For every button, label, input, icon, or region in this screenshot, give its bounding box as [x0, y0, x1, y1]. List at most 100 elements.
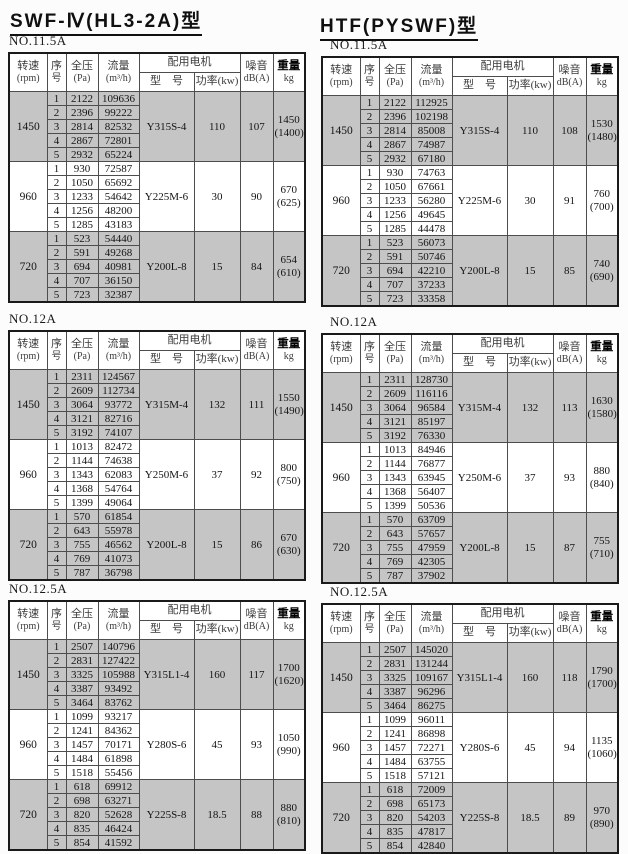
- cell-flow: 49645: [410, 207, 453, 222]
- cell-rpm: 720: [321, 512, 361, 584]
- table-row: 720 1 523 56073 Y200L-8 15 85 740 (690): [321, 235, 619, 307]
- table-header: 转速 (rpm) 序号全压 (Pa) 流量 (m³/h) 配用电机 噪音 dB(A) 重量 kg 型 …: [321, 56, 619, 96]
- table-row: 4 1368 56407: [322, 484, 618, 499]
- cell-pressure: 3121: [65, 411, 99, 426]
- cell-pressure: 854: [378, 838, 412, 854]
- cell-flow: 85197: [410, 414, 453, 429]
- cell-seq: 4: [359, 754, 380, 769]
- cell-weight: 1450 (1400): [272, 91, 306, 162]
- cell-pressure: 2609: [378, 386, 412, 401]
- cell-pressure: 1343: [65, 467, 99, 482]
- cell-pressure: 2311: [65, 369, 99, 384]
- cell-motor-model: Y315L1-4: [138, 639, 195, 710]
- cell-noise: 91: [552, 165, 587, 236]
- cell-pressure: 570: [65, 509, 99, 524]
- cell-seq: 5: [359, 221, 380, 236]
- col-header-pressure-line1: 全压: [384, 610, 406, 623]
- weight-main: 1450: [277, 113, 300, 126]
- cell-pressure: 2867: [378, 137, 412, 152]
- cell-seq: 4: [359, 277, 380, 292]
- col-header-motor-group: 配用电机: [138, 330, 241, 351]
- cell-pressure: 1484: [378, 754, 412, 769]
- cell-pressure: 3325: [65, 667, 99, 682]
- col-header-weight-line1: 重量: [277, 337, 301, 350]
- cell-pressure: 3064: [378, 400, 412, 415]
- table-row: 3 3064 93772: [9, 397, 305, 412]
- cell-noise: 113: [552, 372, 587, 443]
- cell-weight: 1530 (1480): [585, 95, 619, 166]
- cell-flow: 131244: [410, 656, 453, 671]
- cell-pressure: 2831: [65, 653, 99, 668]
- col-header-flow-line2: (m³/h): [105, 73, 132, 85]
- col-header-seq-line2: 号: [364, 624, 375, 636]
- col-header-pressure-line1: 全压: [71, 607, 93, 620]
- table-row: 3 1233 56280: [322, 193, 618, 208]
- cell-seq: 5: [46, 695, 67, 710]
- col-header-speed-line1: 转速: [17, 59, 40, 72]
- cell-seq: 3: [46, 667, 67, 682]
- cell-seq: 5: [46, 765, 67, 780]
- cell-motor-model: Y315L1-4: [451, 642, 508, 713]
- table-block-right-11-5a: NO.11.5A 转速 (rpm) 序号全压 (Pa) 流量 (m³/h) 配用电机 噪音 dB(…: [321, 37, 621, 307]
- cell-seq: 2: [359, 656, 380, 671]
- col-header-speed-line2: (rpm): [16, 73, 40, 85]
- col-header-noise: 噪音 dB(A): [552, 56, 587, 96]
- table-row: 5 787 37902: [322, 568, 618, 584]
- col-header-seq: 序号: [46, 330, 67, 370]
- cell-rpm: 1450: [8, 639, 48, 710]
- table-row: 960 1 930 74763 Y225M-6 30 91 760 (700): [321, 165, 619, 236]
- col-header-flow: 流量 (m³/h): [97, 52, 140, 92]
- cell-pressure: 523: [378, 235, 412, 250]
- cell-noise: 87: [552, 512, 587, 584]
- table-block-left-12a: NO.12A 转速 (rpm) 序号全压 (Pa) 流量 (m³/h) 配用电机 噪音 dB(A)…: [8, 311, 308, 581]
- col-header-model: 型 号: [451, 623, 508, 643]
- cell-motor-model: Y225S-8: [138, 779, 195, 851]
- cell-pressure: 1285: [378, 221, 412, 236]
- col-header-flow: 流量 (m³/h): [97, 600, 140, 640]
- table-row: 2 643 55978: [9, 523, 305, 538]
- cell-seq: 4: [46, 481, 67, 496]
- cell-noise: 94: [552, 712, 587, 783]
- cell-flow: 74107: [97, 425, 140, 440]
- cell-flow: 36798: [97, 565, 140, 581]
- cell-motor-power: 15: [506, 512, 554, 584]
- cell-pressure: 618: [378, 782, 412, 797]
- col-header-speed-line1: 转速: [330, 610, 353, 623]
- cell-flow: 40981: [97, 259, 140, 274]
- cell-flow: 124567: [97, 369, 140, 384]
- table-row: 1450 1 2122 109636 Y315S-4 110 107 1450 (1400): [8, 91, 306, 162]
- cell-pressure: 1233: [378, 193, 412, 208]
- col-header-pressure-line2: (Pa): [386, 77, 404, 89]
- cell-motor-model: Y200L-8: [138, 509, 195, 581]
- cell-flow: 65224: [97, 147, 140, 162]
- cell-pressure: 3464: [378, 698, 412, 713]
- cell-motor-power: 15: [193, 509, 241, 581]
- col-header-noise: 噪音 dB(A): [239, 330, 274, 370]
- cell-flow: 70171: [97, 737, 140, 752]
- cell-rpm: 960: [8, 709, 48, 780]
- col-header-weight-line2: kg: [283, 73, 294, 85]
- cell-seq: 3: [359, 810, 380, 825]
- cell-flow: 128730: [410, 372, 453, 387]
- cell-flow: 74638: [97, 453, 140, 468]
- table-row: 4 3121 82716: [9, 411, 305, 426]
- cell-pressure: 643: [378, 526, 412, 541]
- table-row: 720 1 570 63709 Y200L-8 15 87 755 (710): [321, 512, 619, 584]
- cell-rpm: 1450: [321, 642, 361, 713]
- table-row: 3 694 42210: [322, 263, 618, 278]
- weight-main: 760: [593, 187, 611, 200]
- col-header-noise: 噪音 dB(A): [239, 600, 274, 640]
- cell-pressure: 1013: [65, 439, 99, 454]
- cell-pressure: 835: [65, 821, 99, 836]
- cell-rpm: 720: [8, 509, 48, 581]
- col-header-speed: 转速 (rpm): [321, 333, 361, 373]
- cell-seq: 3: [46, 537, 67, 552]
- cell-flow: 55456: [97, 765, 140, 780]
- table-row: 960 1 1099 96011 Y280S-6 45 94 1135 (1060): [321, 712, 619, 783]
- cell-flow: 32387: [97, 287, 140, 303]
- table-row: 1450 1 2311 124567 Y315M-4 132 111 1550 (1490): [8, 369, 306, 440]
- cell-seq: 2: [46, 793, 67, 808]
- table-row: 4 1484 63755: [322, 754, 618, 769]
- table-row: 2 1241 84362: [9, 723, 305, 738]
- series-title-right: HTF(PYSWF)型: [320, 11, 479, 41]
